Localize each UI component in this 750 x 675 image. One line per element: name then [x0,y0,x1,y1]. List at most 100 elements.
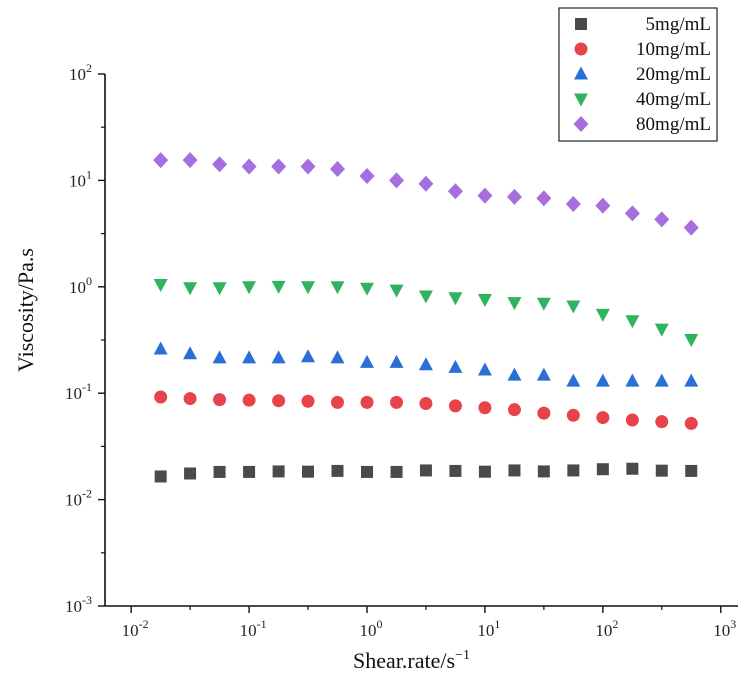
data-point [184,467,197,480]
data-point [655,464,668,477]
data-point [419,464,432,477]
data-point [272,394,286,408]
data-point [241,158,257,175]
data-point [154,470,167,483]
data-point [213,465,226,478]
data-point [330,395,344,409]
y-tick-label: 10-1 [65,380,92,403]
data-point [537,465,550,478]
data-point [448,359,463,373]
data-point [153,279,168,293]
data-point [625,315,640,329]
legend-label: 40mg/mL [636,89,711,110]
y-tick-label: 10-3 [65,593,92,616]
legend-marker [574,66,588,80]
data-point [626,462,639,475]
legend-marker [573,116,589,132]
data-point [419,397,433,411]
data-point [242,281,257,295]
series-3 [153,279,699,347]
x-tick-label: 10-2 [122,617,149,640]
legend-label: 5mg/mL [646,14,711,35]
data-point [212,156,228,173]
data-point [360,282,375,296]
data-point [596,463,609,476]
legend-marker [574,42,588,56]
data-point [360,354,375,368]
data-point [507,297,522,311]
data-point [448,399,462,413]
data-point [624,205,640,222]
data-point [242,350,257,364]
data-point [390,465,403,478]
data-point [271,158,287,175]
data-point [389,354,404,368]
x-axis-title: Shear.rate/s−1 [353,648,470,673]
data-point [595,197,611,214]
data-point [418,357,433,371]
legend-label: 80mg/mL [636,114,711,135]
data-point [212,350,227,364]
data-point [684,373,699,387]
legend-marker [575,18,587,30]
data-point [418,290,433,304]
data-point [683,219,699,236]
data-point [684,333,699,347]
y-tick-label: 100 [69,274,92,297]
data-point [684,416,698,430]
y-tick-label: 101 [69,167,92,190]
data-point [477,293,492,307]
data-point [302,465,315,478]
data-point [507,403,521,417]
data-point [625,413,639,427]
data-point [300,158,316,175]
data-point [243,465,256,478]
y-tick-label: 10-2 [65,487,92,510]
data-point [566,373,581,387]
data-point [301,394,315,408]
data-point [390,395,404,409]
data-point [153,341,168,355]
data-point [329,160,345,177]
data-point [508,464,521,477]
series-2 [153,341,699,387]
data-point [654,211,670,228]
data-point [271,350,286,364]
data-point [477,362,492,376]
data-point [418,175,434,192]
legend-label: 20mg/mL [636,64,711,85]
x-tick-label: 102 [595,617,618,640]
data-point [477,187,493,204]
data-point [536,190,552,207]
series-1 [154,390,698,430]
data-point [595,373,610,387]
data-point [330,281,345,295]
data-point [183,346,198,360]
data-point [213,393,227,407]
data-point [565,196,581,213]
x-tick-label: 10-1 [240,617,267,640]
data-point [154,390,168,404]
y-tick-label: 102 [69,61,92,84]
data-point [331,464,344,477]
data-point [360,395,374,409]
data-point [685,464,698,477]
data-markers [153,152,699,483]
legend-box [558,7,718,142]
data-point [301,281,316,295]
data-point [625,373,640,387]
data-point [566,408,580,422]
data-point [182,152,198,169]
data-point [301,349,316,363]
legend-label: 10mg/mL [636,39,711,60]
data-point [271,280,286,294]
data-point [330,350,345,364]
y-axis-title: Viscosity/Pa.s [13,248,38,372]
data-point [272,465,285,478]
legend: 5mg/mL 10mg/mL 20mg/mL 40mg/mL 80mg/mL [558,7,718,142]
data-point [596,411,610,425]
data-point [183,282,198,296]
data-point [536,297,551,311]
data-point [449,464,462,477]
